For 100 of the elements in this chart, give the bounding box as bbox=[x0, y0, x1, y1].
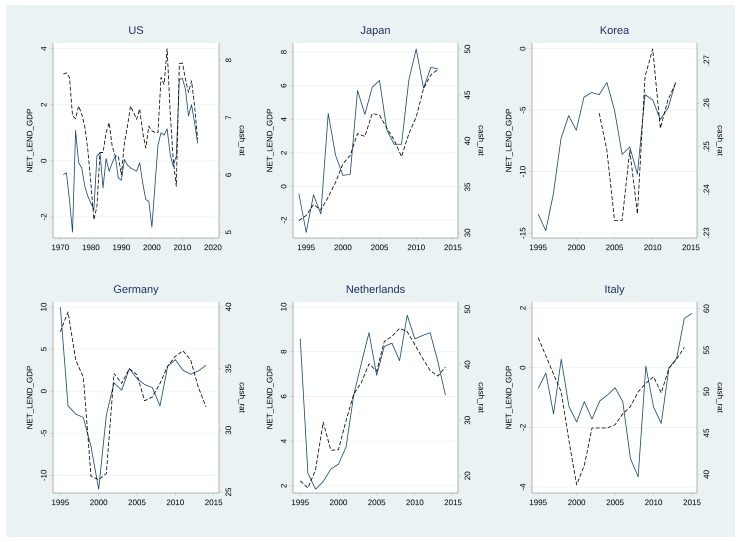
y2-tick-label: 30 bbox=[226, 426, 232, 434]
y-tick-label: 2 bbox=[40, 102, 46, 107]
y-tick-label: 4 bbox=[280, 117, 286, 122]
y-tick-label: -10 bbox=[520, 166, 526, 178]
x-tick-label: 2005 bbox=[606, 500, 624, 506]
x-tick-label: 2010 bbox=[166, 500, 184, 506]
y-tick-label: 0 bbox=[520, 46, 526, 51]
y-tick-label: 10 bbox=[40, 302, 46, 311]
y2-tick-label: 40 bbox=[704, 470, 710, 479]
y2-axis-title: cash_rat bbox=[238, 126, 246, 156]
chart-title: US bbox=[129, 26, 144, 34]
x-tick-label: 2005 bbox=[606, 244, 624, 250]
chart-title: Germany bbox=[114, 285, 159, 296]
x-tick-label: 2015 bbox=[682, 244, 700, 250]
y2-tick-label: 50 bbox=[464, 305, 470, 314]
y-tick-label: -5 bbox=[520, 106, 526, 114]
x-tick-label: 2000 bbox=[330, 500, 348, 506]
y-axis-title: NET_LEND_GDP bbox=[506, 366, 513, 429]
x-tick-label: 2015 bbox=[444, 244, 462, 250]
y-tick-label: 4 bbox=[280, 439, 286, 444]
y2-tick-label: .23 bbox=[704, 228, 710, 238]
y2-tick-label: 40 bbox=[464, 136, 470, 146]
x-tick-label: 2010 bbox=[645, 500, 662, 506]
y-tick-label: -2 bbox=[40, 214, 46, 220]
y2-tick-label: 50 bbox=[704, 387, 710, 396]
y2-axis-title: cash_rat bbox=[238, 382, 246, 413]
y2-tick-label: 20 bbox=[464, 472, 470, 480]
y-tick-label: 10 bbox=[280, 302, 286, 311]
x-tick-label: 2015 bbox=[205, 500, 222, 506]
x-tick-label: 1995 bbox=[530, 500, 547, 506]
x-tick-label: 2000 bbox=[568, 500, 586, 506]
line-series bbox=[598, 48, 676, 221]
y-tick-label: 0 bbox=[40, 389, 46, 394]
y-tick-label: 6 bbox=[280, 394, 286, 398]
y2-tick-label: 6 bbox=[226, 173, 232, 177]
x-tick-label: 1990 bbox=[113, 244, 130, 250]
y-axis-title: NET_LEND_GDP bbox=[26, 366, 34, 429]
y2-tick-label: .25 bbox=[704, 142, 710, 152]
y-tick-label: -5 bbox=[40, 430, 46, 436]
chart-title: Netherlands bbox=[346, 284, 405, 293]
y-tick-label: 0 bbox=[40, 158, 46, 163]
y2-tick-label: 8 bbox=[226, 58, 232, 62]
y-tick-label: -15 bbox=[520, 228, 526, 239]
y2-axis-title: cash_rat bbox=[716, 126, 724, 156]
y-tick-label: 2 bbox=[280, 151, 286, 155]
y2-tick-label: .27 bbox=[704, 55, 710, 66]
y2-axis-title: cash_rat bbox=[716, 382, 724, 413]
y2-tick-label: 35 bbox=[226, 364, 232, 373]
y-tick-label: 2 bbox=[520, 306, 526, 310]
y2-axis-title: cash_rat bbox=[477, 382, 484, 413]
y-axis-title: NET_LEND_GDP bbox=[266, 109, 274, 172]
y2-tick-label: 55 bbox=[704, 346, 710, 354]
y2-tick-label: 5 bbox=[226, 230, 232, 234]
y-tick-label: 4 bbox=[40, 46, 46, 51]
chart-title: Japan bbox=[360, 26, 390, 36]
y2-tick-label: 30 bbox=[464, 416, 470, 424]
x-tick-label: 1995 bbox=[298, 244, 315, 250]
y2-tick-label: 45 bbox=[704, 428, 710, 438]
x-tick-label: 2015 bbox=[444, 500, 462, 506]
line-series bbox=[62, 48, 198, 220]
y-tick-label: 8 bbox=[280, 50, 286, 54]
x-tick-label: 2010 bbox=[174, 244, 191, 250]
y-tick-label: -4 bbox=[520, 484, 526, 490]
x-tick-label: 2005 bbox=[371, 244, 388, 250]
chart-title: Korea bbox=[600, 26, 630, 34]
x-tick-label: 2000 bbox=[334, 244, 352, 250]
y-tick-label: 6 bbox=[280, 84, 286, 88]
y2-tick-label: 40 bbox=[226, 302, 232, 312]
y-tick-label: -2 bbox=[520, 424, 526, 431]
line-series bbox=[538, 312, 692, 478]
x-tick-label: 1980 bbox=[82, 244, 100, 250]
y2-tick-label: 60 bbox=[704, 304, 710, 313]
x-tick-label: 1995 bbox=[530, 244, 547, 250]
x-tick-label: 2005 bbox=[128, 500, 146, 506]
x-tick-label: 1995 bbox=[292, 500, 309, 506]
x-tick-label: 2020 bbox=[204, 244, 222, 250]
y-tick-label: 0 bbox=[280, 184, 286, 188]
x-tick-label: 2010 bbox=[406, 500, 424, 506]
x-tick-label: 1970 bbox=[52, 244, 69, 250]
y-axis-title: NET_LEND_GDP bbox=[266, 366, 274, 429]
y2-tick-label: 30 bbox=[464, 228, 470, 238]
y-tick-label: 5 bbox=[40, 347, 46, 352]
y2-tick-label: .24 bbox=[704, 184, 710, 195]
x-tick-label: 2000 bbox=[568, 244, 585, 250]
line-series bbox=[298, 68, 439, 221]
y2-tick-label: .26 bbox=[704, 98, 710, 109]
x-tick-label: 2010 bbox=[408, 244, 425, 250]
line-series bbox=[538, 82, 676, 232]
line-series bbox=[298, 48, 439, 233]
y-axis-title: NET_LEND_GDP bbox=[506, 109, 513, 172]
x-tick-label: 2000 bbox=[90, 500, 108, 506]
chart-title: Italy bbox=[605, 284, 625, 296]
y2-axis-title: cash_rat bbox=[477, 126, 484, 156]
y2-tick-label: 50 bbox=[464, 44, 470, 54]
y-axis-title: NET_LEND_GDP bbox=[26, 109, 34, 172]
x-tick-label: 2005 bbox=[368, 500, 386, 506]
y-tick-label: -2 bbox=[280, 216, 286, 224]
y-tick-label: -10 bbox=[40, 470, 46, 481]
y-tick-label: 2 bbox=[280, 484, 286, 488]
x-tick-label: 2010 bbox=[644, 244, 662, 250]
